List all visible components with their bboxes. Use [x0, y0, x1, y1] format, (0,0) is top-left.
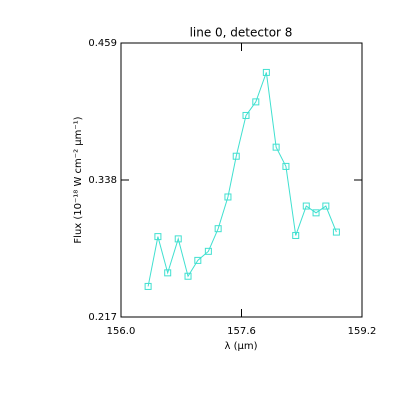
data-point	[322, 202, 330, 210]
data-point	[262, 68, 270, 76]
x-tick-label: 159.2	[348, 326, 377, 337]
data-point	[282, 162, 290, 170]
chart-title: line 0, detector 8	[190, 26, 293, 40]
data-point	[332, 228, 340, 236]
x-axis-label: λ (µm)	[224, 341, 257, 352]
data-point	[272, 143, 280, 151]
y-tick-label: 0.338	[88, 175, 117, 186]
data-line	[147, 72, 337, 287]
data-point	[242, 111, 250, 119]
data-point	[224, 193, 232, 201]
data-point	[204, 247, 212, 255]
data-point	[174, 235, 182, 243]
y-tick-label: 0.459	[88, 38, 117, 49]
data-point	[292, 231, 300, 239]
x-tick-label: 157.6	[227, 326, 256, 337]
y-tick-label: 0.217	[88, 312, 117, 323]
plot-frame	[120, 42, 363, 318]
data-point	[184, 272, 192, 280]
data-point	[164, 269, 172, 277]
y-axis-label: Flux (10⁻¹⁸ W cm⁻² µm⁻¹)	[73, 116, 84, 243]
data-point	[232, 152, 240, 160]
data-point	[312, 209, 320, 217]
data-point	[302, 202, 310, 210]
x-tick-label: 156.0	[107, 326, 136, 337]
data-point	[252, 98, 260, 106]
data-point	[154, 233, 162, 241]
data-point	[194, 256, 202, 264]
data-point	[144, 282, 152, 290]
data-point	[214, 225, 222, 233]
